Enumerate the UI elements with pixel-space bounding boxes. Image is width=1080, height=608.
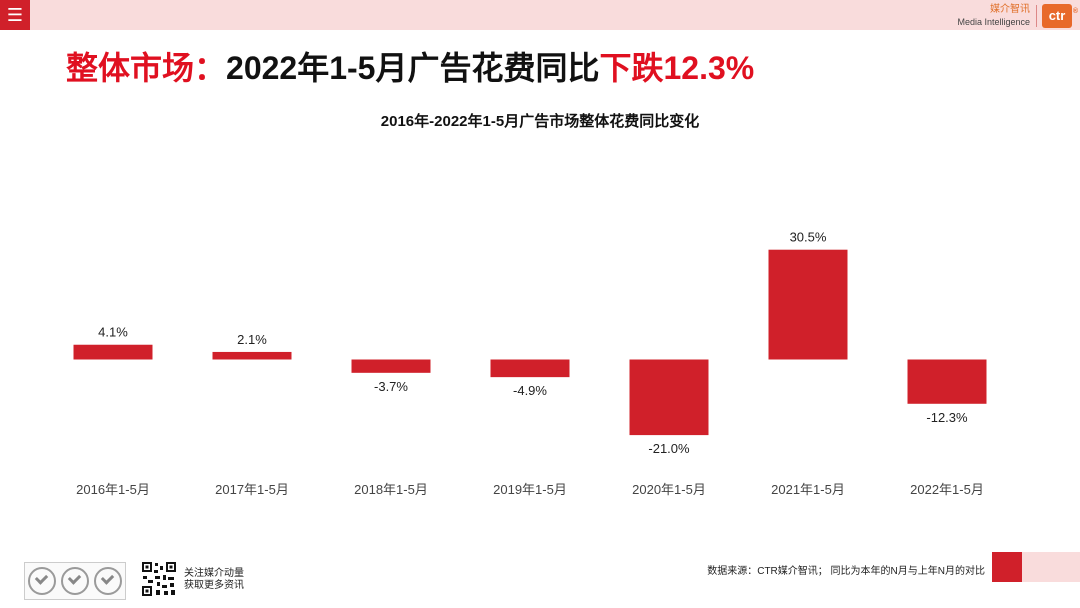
registered-mark: ® [1072,8,1078,15]
sgs-badge-icon [60,567,89,595]
bar-2017年1-5月 [212,351,292,360]
bar-2020年1-5月 [629,359,709,436]
category-label: 2019年1-5月 [493,482,567,497]
footer-accent-band [1022,552,1080,582]
follow-line-1: 关注媒介动量 [184,568,244,579]
title-segment-decline: 下跌12.3% [599,50,755,86]
ctr-logo: ctr ® [1042,4,1078,28]
bar-2022年1-5月 [907,359,987,404]
data-label: -21.0% [648,441,690,456]
page-title: 整体市场：2022年1-5月广告花费同比下跌12.3% [66,44,754,92]
brand-logo-group: 媒介智讯 Media Intelligence ctr ® [957,3,1078,29]
data-label: 4.1% [98,325,128,340]
certification-badges [24,562,126,600]
brand-divider [1036,5,1037,27]
category-label: 2017年1-5月 [215,482,289,497]
bar-chart: 4.1% 2016年1-5月 2.1% 2017年1-5月 -3.7% 2018年1-5月… [73,230,987,497]
sgs-badge-icon [27,567,56,595]
bar-2016年1-5月 [73,344,153,360]
brand-cn-text: 媒介智讯 [990,4,1030,15]
ctr-logo-text: ctr [1048,8,1066,23]
follow-line-2: 获取更多资讯 [184,580,244,591]
title-segment-period: 2022年1-5月广告花费同比 [226,50,600,86]
category-label: 2016年1-5月 [76,482,150,497]
data-label: -12.3% [926,410,968,425]
bar-2018年1-5月 [351,359,431,373]
qr-code-icon[interactable] [141,561,177,597]
brand-en-text: Media Intelligence [957,17,1030,27]
follow-prompt: 关注媒介动量 获取更多资讯 [184,568,244,592]
data-label: 2.1% [237,332,267,347]
data-source-note: 数据来源：CTR媒介智讯； 同比为本年的N月与上年N月的对比 [707,566,985,577]
category-label: 2020年1-5月 [632,482,706,497]
bar-2019年1-5月 [490,359,570,378]
category-label: 2018年1-5月 [354,482,428,497]
footer-accent-square [992,552,1022,582]
hamburger-menu-icon[interactable]: ☰ [0,0,30,30]
data-label: -4.9% [513,383,547,398]
category-label: 2021年1-5月 [771,482,845,497]
data-label: 30.5% [790,230,827,245]
data-label: -3.7% [374,379,408,394]
top-bar: ☰ 媒介智讯 Media Intelligence ctr ® [0,0,1080,30]
chart-title: 2016年-2022年1-5月广告市场整体花费同比变化 [380,113,700,130]
category-label: 2022年1-5月 [910,482,984,497]
bar-2021年1-5月 [768,249,848,360]
title-segment-market: 整体市场： [66,50,227,86]
sgs-badge-icon [94,567,123,595]
